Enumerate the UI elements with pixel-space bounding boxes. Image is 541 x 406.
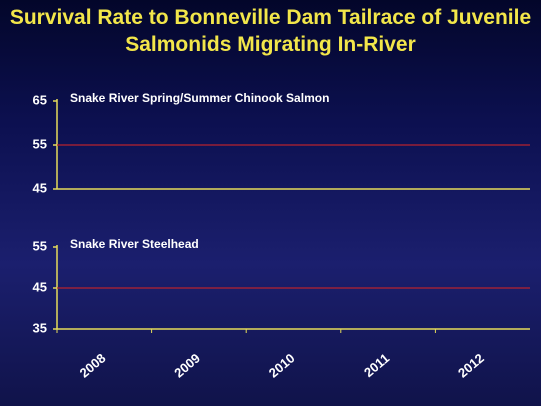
x-tick-label: 2009 — [171, 350, 203, 380]
x-tick-label: 2011 — [361, 350, 392, 380]
x-tick-label: 2012 — [455, 350, 487, 380]
y-tick-label: 45 — [33, 279, 47, 294]
x-tick-label: 2008 — [77, 350, 109, 380]
x-tick-label: 2010 — [266, 350, 298, 380]
y-tick-label: 55 — [33, 136, 47, 151]
panel-title: Snake River Spring/Summer Chinook Salmon — [70, 91, 329, 105]
y-tick-label: 55 — [33, 238, 47, 253]
slide-title: Survival Rate to Bonneville Dam Tailrace… — [9, 6, 532, 56]
panel-title: Snake River Steelhead — [70, 237, 199, 251]
y-tick-label: 65 — [33, 92, 47, 107]
y-tick-label: 45 — [33, 180, 47, 195]
y-tick-label: 35 — [33, 320, 47, 335]
